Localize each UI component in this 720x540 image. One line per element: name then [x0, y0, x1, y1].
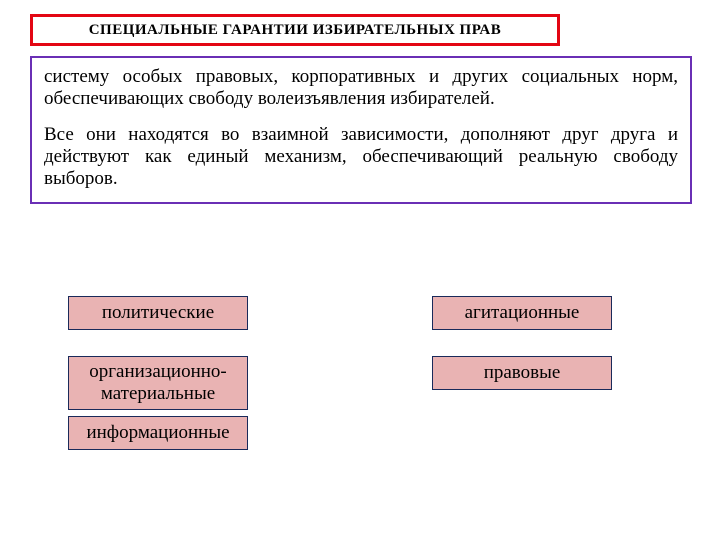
category-box-informational: информационные [68, 416, 248, 450]
body-paragraph-1: систему особых правовых, корпоративных и… [44, 66, 678, 110]
category-label: агитационные [465, 302, 580, 324]
title-text: СПЕЦИАЛЬНЫЕ ГАРАНТИИ ИЗБИРАТЕЛЬНЫХ ПРАВ [89, 22, 502, 38]
category-box-legal: правовые [432, 356, 612, 390]
category-label: правовые [484, 362, 561, 384]
body-text-box: систему особых правовых, корпоративных и… [30, 56, 692, 204]
body-paragraph-2: Все они находятся во взаимной зависимост… [44, 124, 678, 190]
category-box-agitational: агитационные [432, 296, 612, 330]
category-label: организационно-материальные [75, 361, 241, 405]
category-box-political: политические [68, 296, 248, 330]
category-label: политические [102, 302, 214, 324]
category-label: информационные [86, 422, 229, 444]
title-box: СПЕЦИАЛЬНЫЕ ГАРАНТИИ ИЗБИРАТЕЛЬНЫХ ПРАВ [30, 14, 560, 46]
category-box-organizational: организационно-материальные [68, 356, 248, 410]
